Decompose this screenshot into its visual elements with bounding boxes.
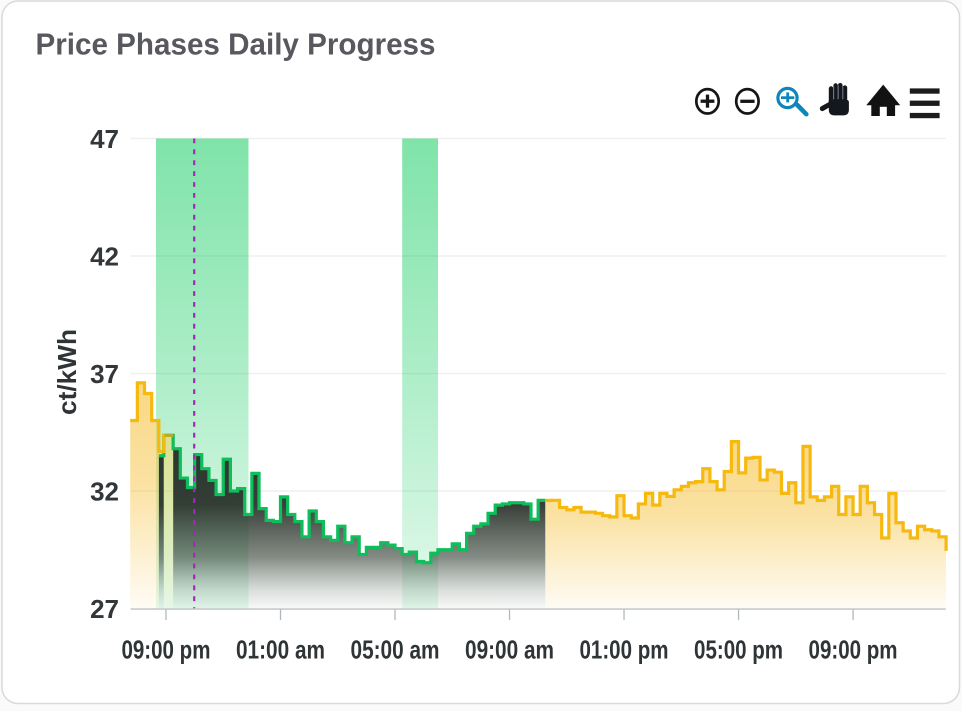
svg-text:05:00 am: 05:00 am <box>351 634 440 664</box>
svg-text:05:00 pm: 05:00 pm <box>694 634 783 664</box>
svg-text:32: 32 <box>90 476 119 506</box>
svg-text:Price Phases Daily Progress: Price Phases Daily Progress <box>36 27 436 62</box>
svg-text:01:00 pm: 01:00 pm <box>580 634 669 664</box>
svg-text:27: 27 <box>90 594 119 624</box>
svg-text:09:00 pm: 09:00 pm <box>121 634 210 664</box>
svg-text:42: 42 <box>90 241 119 271</box>
svg-text:37: 37 <box>90 359 119 389</box>
svg-text:01:00 am: 01:00 am <box>236 634 325 664</box>
svg-text:47: 47 <box>90 124 119 154</box>
svg-text:09:00 am: 09:00 am <box>465 634 554 664</box>
svg-text:ct/kWh: ct/kWh <box>52 329 82 415</box>
svg-text:09:00 pm: 09:00 pm <box>809 634 898 664</box>
